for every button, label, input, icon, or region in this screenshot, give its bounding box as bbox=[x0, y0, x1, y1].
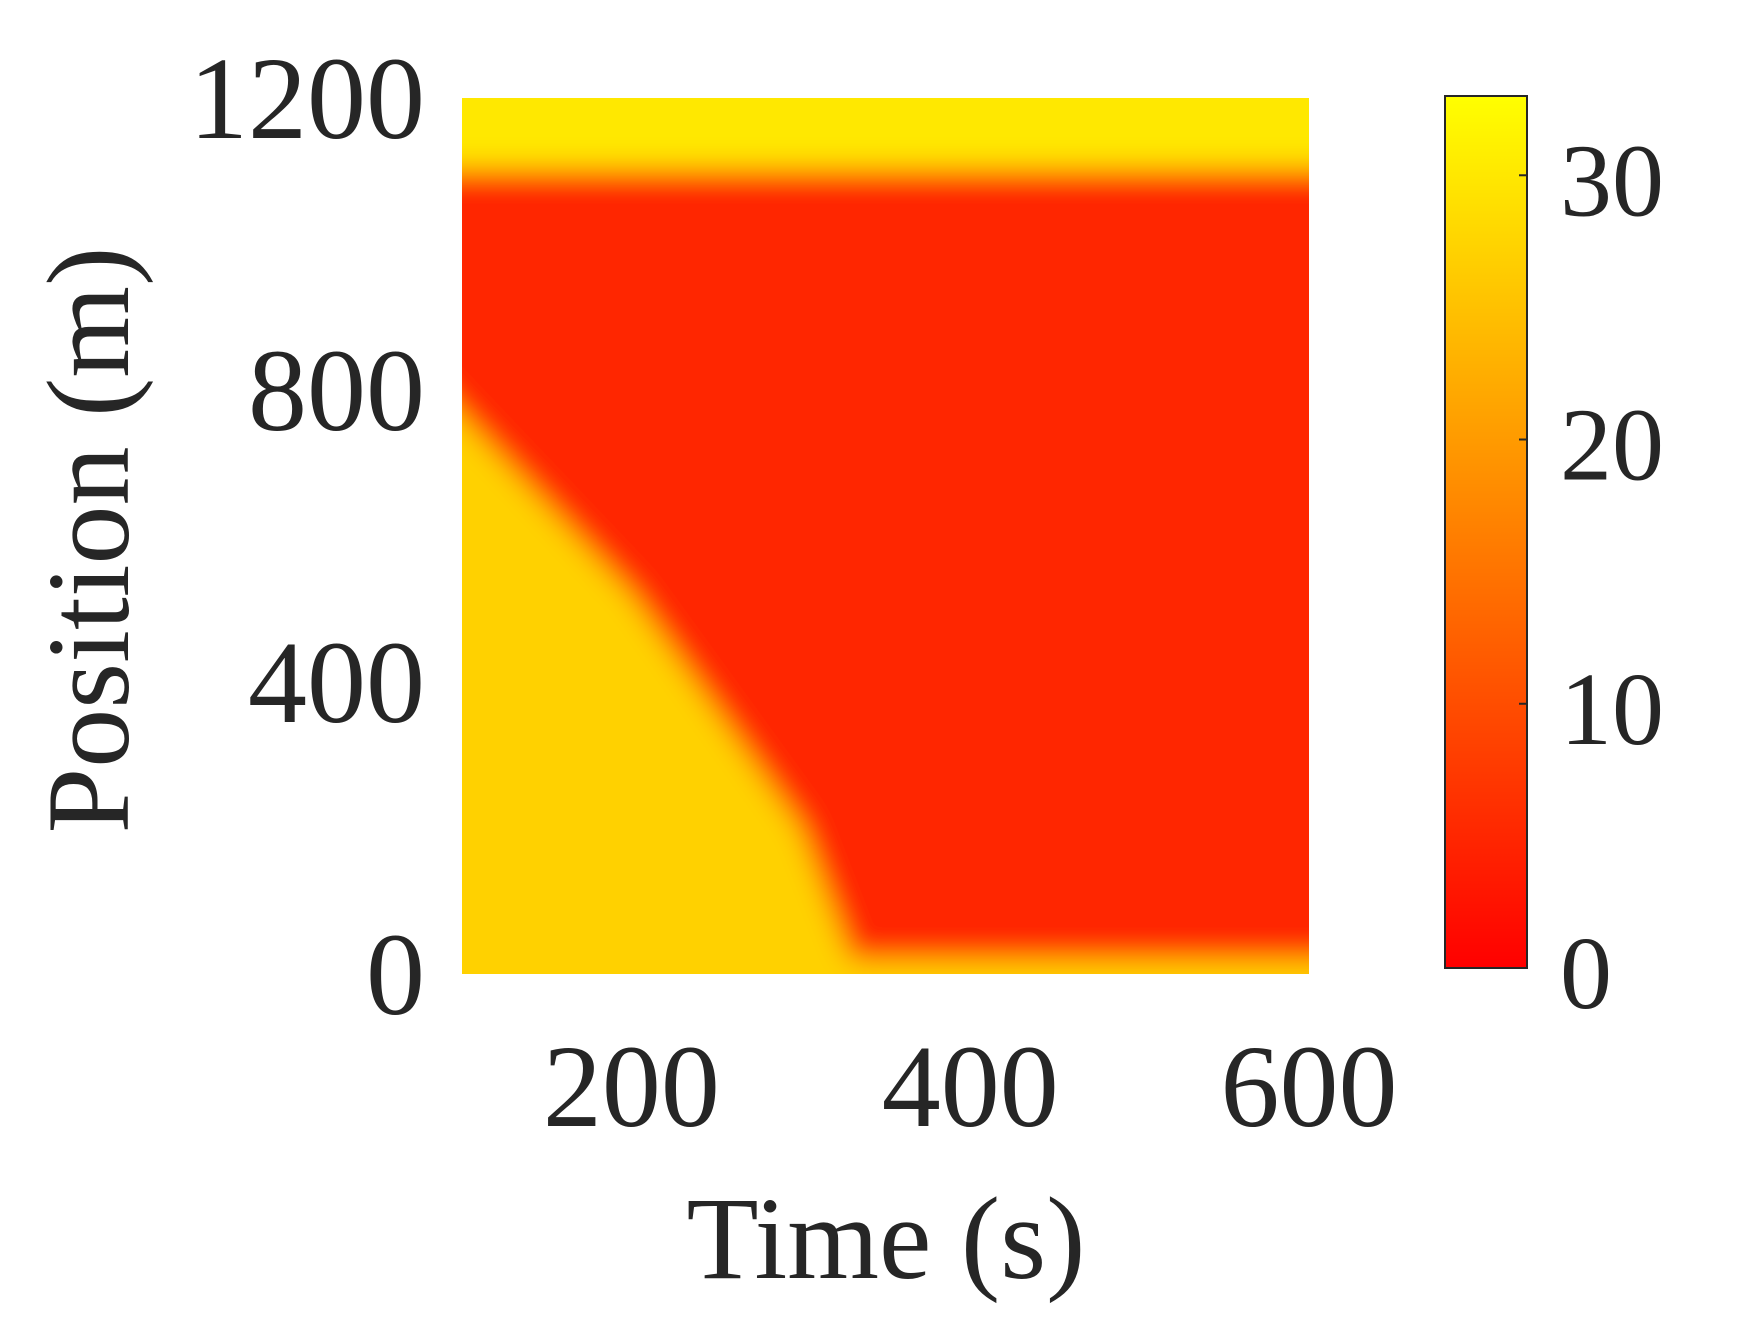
colorbar-gradient bbox=[1444, 95, 1528, 969]
downstream-band-region bbox=[851, 966, 1309, 974]
upstream-band-region bbox=[462, 98, 1309, 161]
y-axis-label: Position (m) bbox=[23, 247, 154, 834]
colorbar-tick-label: 0 bbox=[1560, 916, 1612, 1031]
colorbar-tick-label: 10 bbox=[1560, 652, 1664, 767]
x-tick-label: 200 bbox=[543, 1021, 720, 1152]
x-tick-label: 600 bbox=[1221, 1021, 1398, 1152]
y-tick-label: 800 bbox=[248, 325, 425, 456]
x-axis-ticks: 200 400 600 bbox=[543, 1021, 1398, 1152]
x-axis-label: Time (s) bbox=[687, 1173, 1086, 1304]
x-tick-label: 400 bbox=[882, 1021, 1059, 1152]
y-tick-label: 400 bbox=[248, 617, 425, 748]
heatmap-regions bbox=[462, 98, 1309, 974]
y-tick-label: 1200 bbox=[189, 33, 425, 164]
y-tick-label: 0 bbox=[366, 909, 425, 1040]
heatmap bbox=[462, 98, 1309, 974]
colorbar-tick-label: 20 bbox=[1560, 388, 1664, 503]
colorbar-ticks: 0 10 20 30 bbox=[1519, 123, 1664, 1031]
colorbar: 0 10 20 30 bbox=[1444, 95, 1664, 1031]
congestion-region bbox=[462, 171, 1309, 960]
colorbar-tick-label: 30 bbox=[1560, 123, 1664, 238]
y-axis-ticks: 0 400 800 1200 bbox=[189, 33, 425, 1040]
